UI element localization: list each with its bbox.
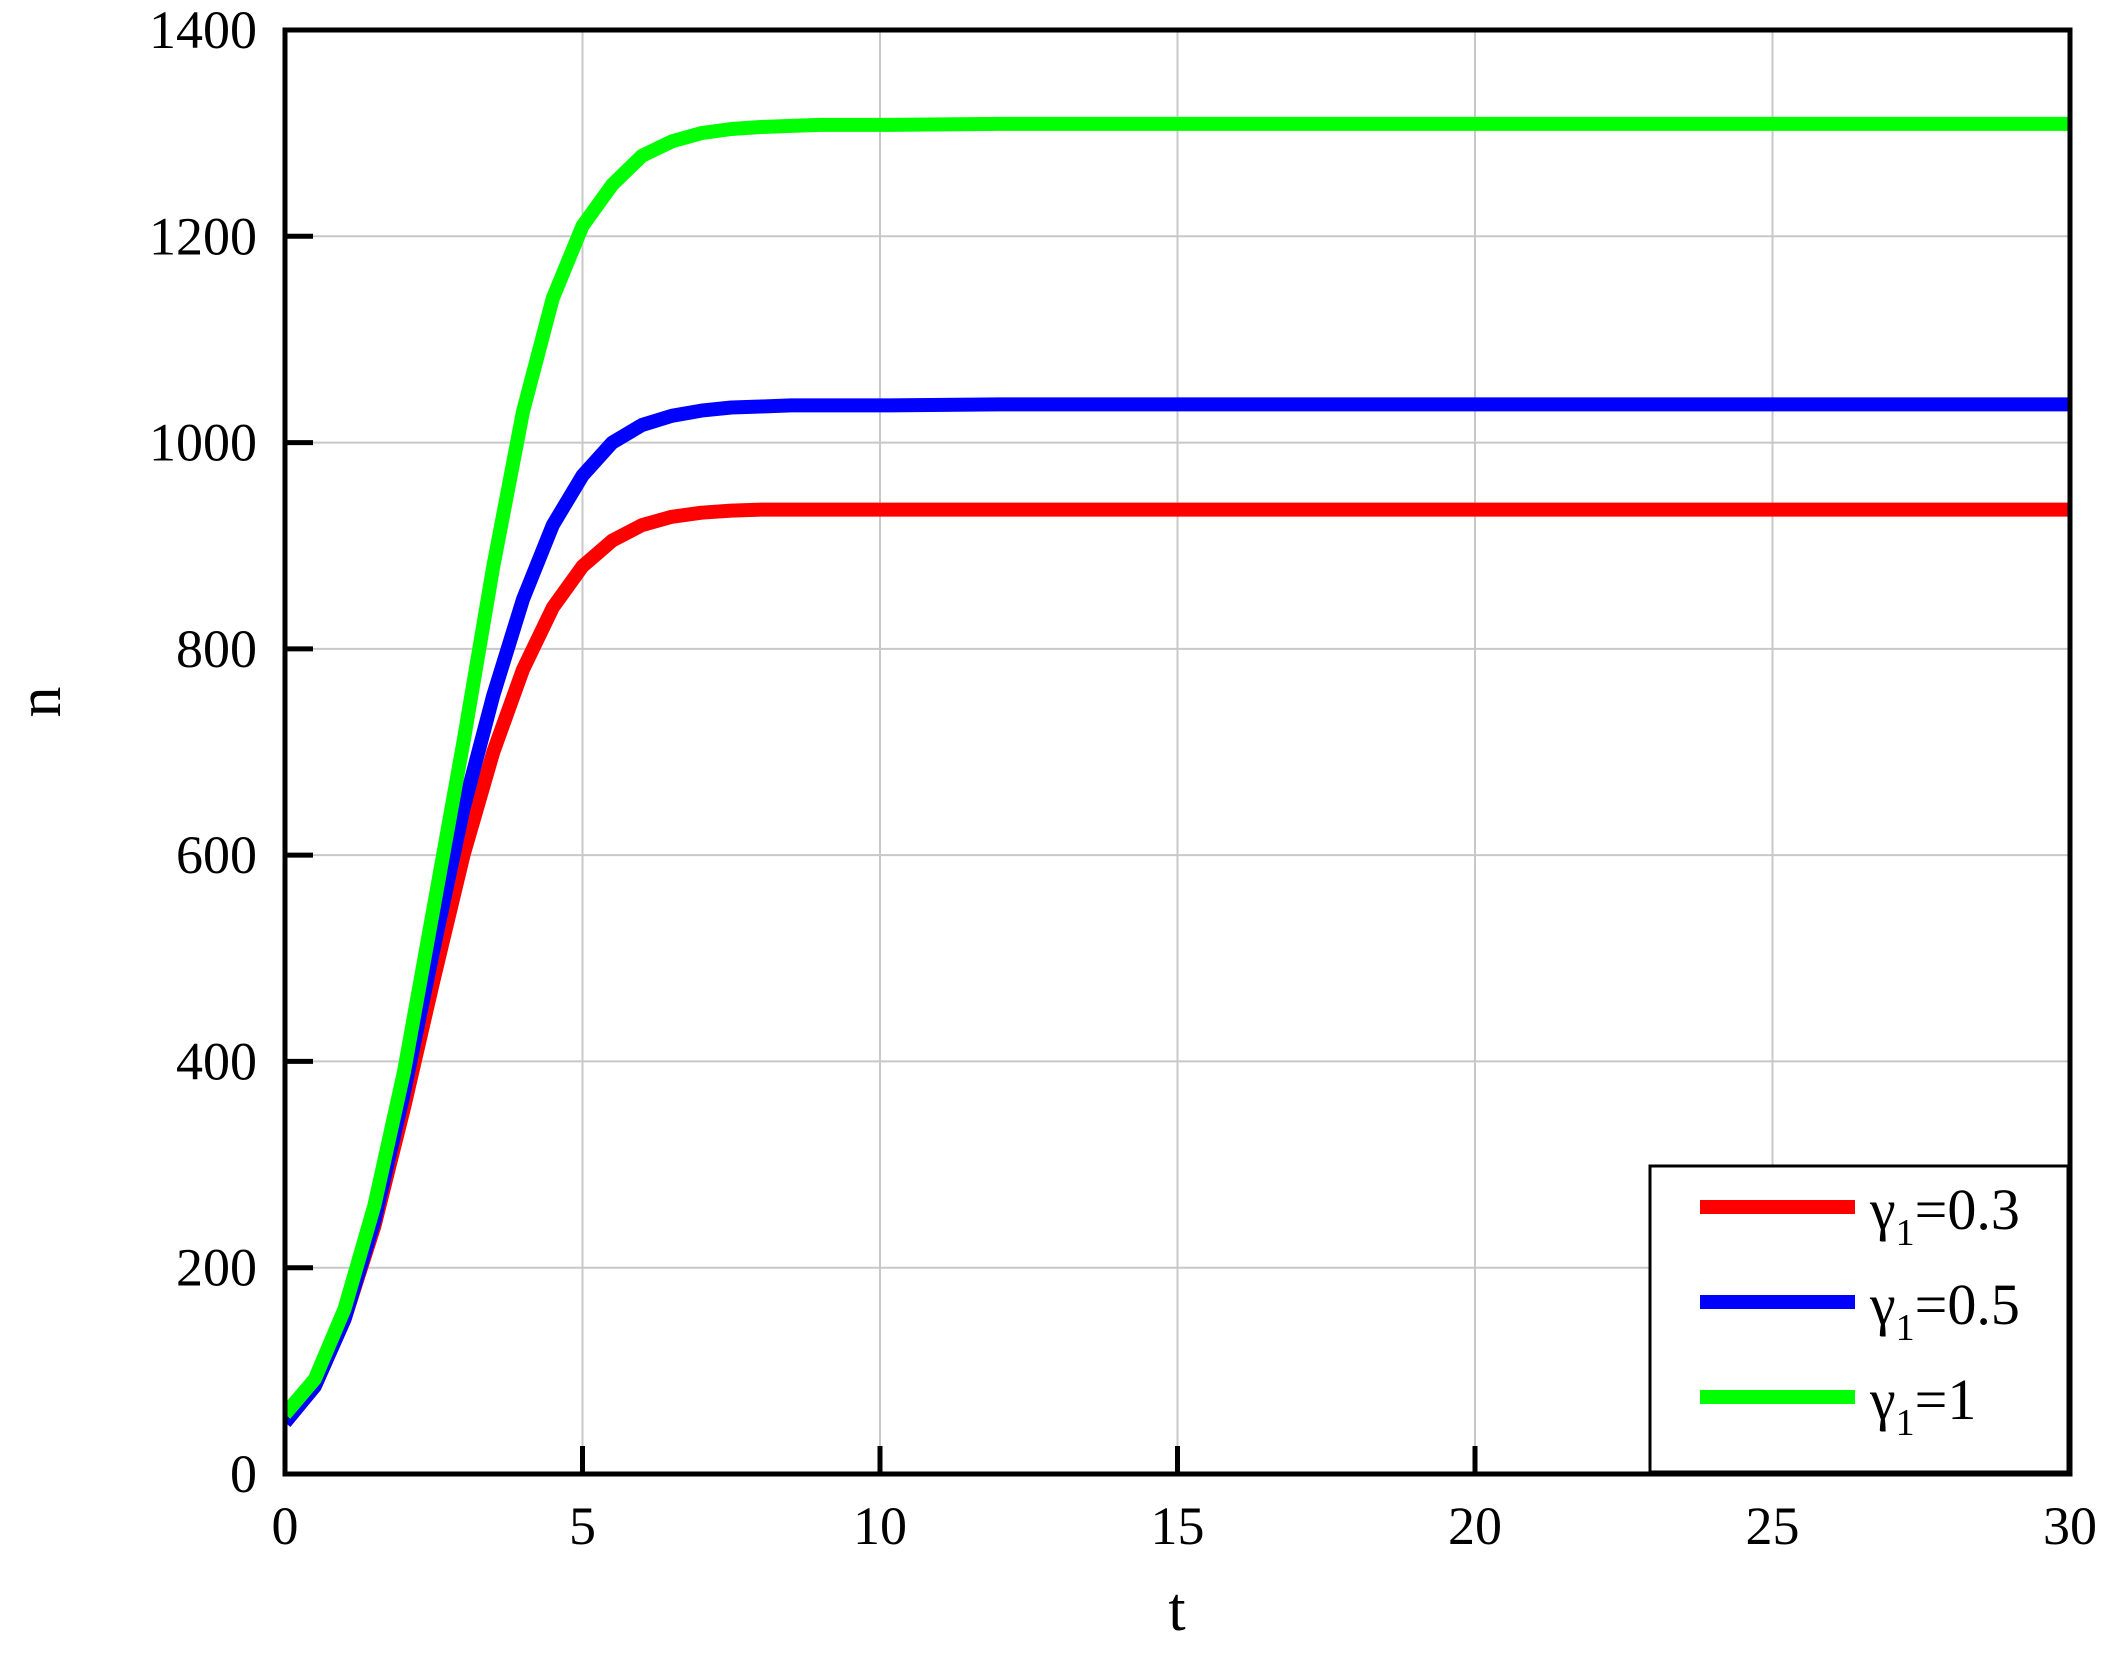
y-tick-label: 1400	[149, 0, 257, 60]
y-tick-label: 0	[230, 1444, 257, 1504]
legend-label-main: γ	[1869, 1367, 1896, 1432]
legend-label-main: γ	[1869, 1272, 1896, 1337]
tick-labels: 0 5 10 15 20 25 30 0 200 400 600 800 1000 1200 1400	[149, 0, 2097, 1556]
legend-box	[1648, 1164, 2070, 1474]
legend-label-sub: 1	[1896, 1212, 1915, 1254]
y-axis-title: n	[6, 687, 74, 718]
legend-label-main: γ	[1869, 1177, 1896, 1242]
legend-label-tail: =0.5	[1915, 1272, 2020, 1337]
y-tick-label: 1000	[149, 413, 257, 473]
y-tick-label: 800	[176, 619, 257, 679]
x-tick-label: 15	[1151, 1496, 1205, 1556]
x-tick-label: 0	[272, 1496, 299, 1556]
legend-label-sub: 1	[1896, 1402, 1915, 1444]
series-layer	[285, 116, 2070, 1427]
y-tick-label: 1200	[149, 206, 257, 266]
series-line-3	[285, 116, 2070, 1419]
x-tick-label: 20	[1448, 1496, 1502, 1556]
x-tick-label: 10	[853, 1496, 907, 1556]
x-axis-title: t	[1168, 1576, 1185, 1644]
y-tick-label: 400	[176, 1031, 257, 1091]
legend: γ1=0.3γ1=0.5γ1=1	[1648, 1164, 2070, 1474]
legend-label-tail: =0.3	[1915, 1177, 2020, 1242]
ticks	[282, 27, 2073, 1477]
legend-label-tail: =1	[1915, 1367, 1977, 1432]
x-tick-label: 25	[1746, 1496, 1800, 1556]
x-tick-label: 5	[569, 1496, 596, 1556]
legend-label-sub: 1	[1896, 1307, 1915, 1349]
legend-label-3: γ1=1	[1869, 1367, 1976, 1444]
legend-label-2: γ1=0.5	[1869, 1272, 2020, 1349]
x-tick-label: 30	[2043, 1496, 2097, 1556]
y-tick-label: 200	[176, 1238, 257, 1298]
legend-label-1: γ1=0.3	[1869, 1177, 2020, 1254]
y-tick-label: 600	[176, 825, 257, 885]
